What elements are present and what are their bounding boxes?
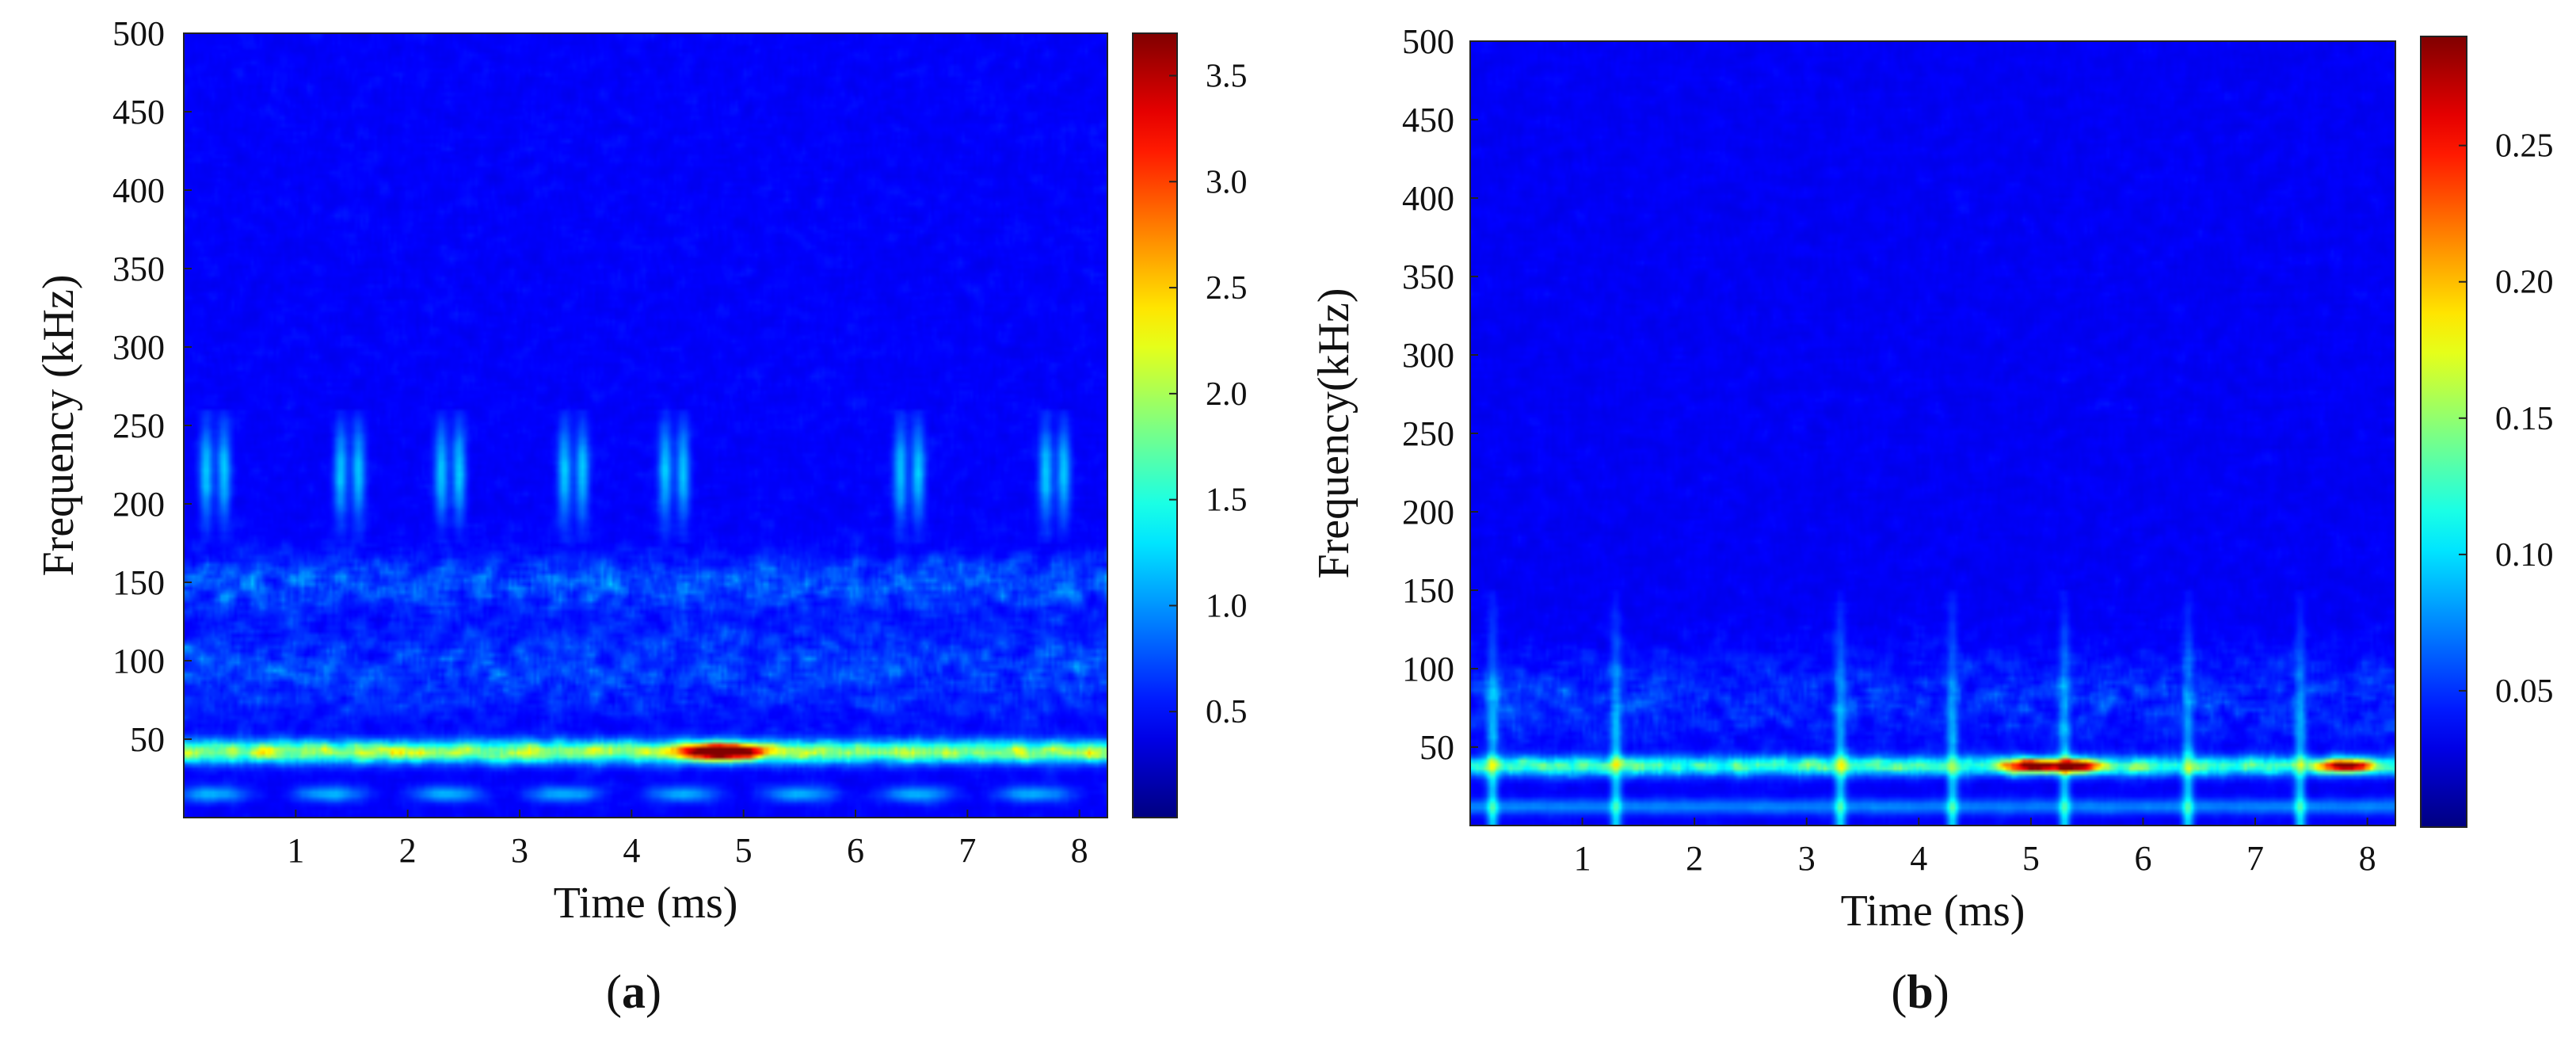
- spectrogram-image: [184, 33, 1107, 818]
- x-tick-label: 8: [1071, 831, 1088, 870]
- colorbar: [1132, 32, 1178, 818]
- x-tick-label: 5: [2022, 839, 2040, 878]
- y-tick-label: 450: [112, 93, 165, 132]
- x-tick-label: 2: [1686, 839, 1703, 878]
- y-tick-label: 500: [112, 14, 165, 53]
- y-tick-label: 400: [112, 171, 165, 210]
- panel-label: (b): [1891, 966, 1949, 1018]
- x-tick-label: 1: [287, 831, 304, 870]
- y-tick-label: 150: [112, 563, 165, 602]
- x-tick-label: 4: [623, 831, 640, 870]
- y-tick-label: 200: [1402, 493, 1454, 532]
- y-tick-label: 150: [1402, 571, 1454, 610]
- y-tick-label: 250: [1402, 414, 1454, 453]
- x-tick-label: 4: [1910, 839, 1927, 878]
- colorbar-tick-label: 0.10: [2495, 537, 2554, 574]
- y-tick-label: 50: [1419, 728, 1454, 767]
- x-axis-title: Time (ms): [1841, 887, 2025, 936]
- x-tick-label: 7: [2246, 839, 2264, 878]
- y-tick-label: 250: [112, 406, 165, 445]
- y-tick-label: 300: [112, 328, 165, 367]
- y-tick-label: 200: [112, 485, 165, 524]
- colorbar: [2420, 36, 2467, 828]
- y-tick-label: 450: [1402, 101, 1454, 139]
- y-tick-label: 100: [1402, 650, 1454, 688]
- x-tick-label: 6: [2134, 839, 2151, 878]
- x-tick-label: 5: [735, 831, 753, 870]
- y-tick-label: 50: [130, 720, 165, 759]
- x-axis-title: Time (ms): [554, 879, 738, 928]
- colorbar-tick-label: 0.25: [2495, 128, 2554, 165]
- spectrogram-panel-b: 50 100 150 200 250 300 350 400 450 500 1 2 3 4 5 6 7 8 Tim…: [1309, 22, 2554, 1018]
- colorbar-tick-label: 1.0: [1206, 588, 1248, 624]
- x-tick-label: 3: [511, 831, 528, 870]
- colorbar-tick-label: 2.5: [1206, 270, 1248, 307]
- colorbar-tick-label: 0.20: [2495, 265, 2554, 301]
- panel-label: (a): [606, 966, 661, 1018]
- x-tick-label: 3: [1798, 839, 1816, 878]
- spectrogram-image: [1470, 41, 2395, 826]
- x-tick-label: 7: [958, 831, 976, 870]
- x-tick-label: 2: [399, 831, 417, 870]
- y-tick-label: 300: [1402, 336, 1454, 375]
- y-axis-title: Frequency(kHz): [1309, 288, 1358, 579]
- y-tick-label: 500: [1402, 22, 1454, 61]
- y-tick-label: 350: [1402, 257, 1454, 296]
- y-tick-label: 400: [1402, 179, 1454, 218]
- spectrogram-panel-a: 50 100 150 200 250 300 350 400 450 500 1 2 3 4 5 6 7 8 Tim…: [34, 14, 1248, 1018]
- colorbar-tick-label: 0.15: [2495, 401, 2554, 437]
- x-tick-label: 6: [847, 831, 864, 870]
- colorbar-tick-label: 3.5: [1206, 59, 1248, 95]
- colorbar-tick-label: 0.5: [1206, 694, 1248, 730]
- x-tick-label: 1: [1574, 839, 1591, 878]
- colorbar-tick-label: 0.05: [2495, 673, 2554, 710]
- colorbar-tick-label: 1.5: [1206, 482, 1248, 519]
- colorbar-tick-label: 3.0: [1206, 164, 1248, 200]
- y-tick-label: 100: [112, 642, 165, 681]
- y-axis-title: Frequency (kHz): [34, 275, 83, 577]
- y-tick-label: 350: [112, 250, 165, 288]
- colorbar-tick-label: 2.0: [1206, 376, 1248, 413]
- x-tick-label: 8: [2359, 839, 2376, 878]
